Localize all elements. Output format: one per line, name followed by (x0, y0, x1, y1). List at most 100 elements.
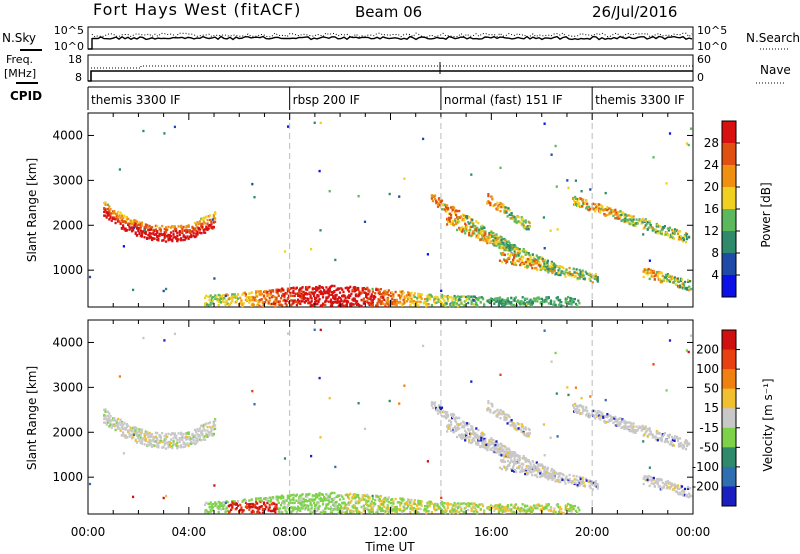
power-cell (151, 238, 154, 242)
power-cell (119, 216, 122, 220)
velocity-cell (139, 429, 142, 433)
velocity-cell (602, 415, 605, 418)
power-cell (318, 290, 321, 294)
power-cell (594, 203, 597, 206)
power-cell (144, 225, 147, 228)
velocity-cell (268, 506, 271, 509)
velocity-cell (152, 444, 155, 447)
power-cell (268, 296, 271, 300)
power-cell (351, 298, 354, 301)
velocity-cell (127, 430, 130, 433)
power-cell (647, 226, 650, 229)
velocity-cell (204, 510, 207, 514)
velocity-cell (308, 508, 311, 511)
velocity-cell (514, 425, 517, 428)
velocity-cell (648, 427, 651, 430)
velocity-cell (167, 432, 170, 436)
power-cell (648, 222, 651, 225)
velocity-cell (575, 475, 578, 478)
power-cell (403, 177, 406, 180)
velocity-cell (544, 475, 547, 479)
power-cell (342, 290, 345, 294)
power-cell (567, 301, 570, 304)
velocity-cell (207, 431, 210, 434)
power-cell (209, 214, 212, 217)
velocity-cell (340, 505, 343, 508)
power-cell (589, 207, 592, 211)
velocity-cell (245, 505, 249, 509)
power-cell (240, 301, 243, 304)
velocity-cell (365, 499, 368, 502)
velocity-cell (522, 508, 525, 511)
power-cell (156, 234, 159, 238)
power-cell (410, 297, 413, 300)
power-cell (154, 224, 157, 228)
power-cell (688, 285, 691, 289)
power-cell (354, 294, 357, 298)
power-cell (283, 294, 286, 297)
power-cell (132, 219, 135, 223)
power-cell (489, 298, 492, 301)
velocity-cell (173, 432, 176, 436)
power-cell (475, 220, 478, 223)
velocity-cell (516, 454, 519, 457)
velocity-cell (472, 510, 475, 513)
velocity-cell (148, 431, 151, 435)
power-cell (129, 219, 132, 222)
velocity-cell (541, 473, 544, 476)
power-cell (304, 288, 308, 291)
velocity-cell (532, 470, 535, 473)
velocity-cell (274, 509, 277, 512)
power-cell (161, 224, 164, 228)
velocity-cell (207, 422, 210, 425)
velocity-cell (504, 413, 507, 416)
velocity-cell (109, 422, 112, 425)
power-cell (650, 275, 653, 278)
power-cell (500, 299, 503, 302)
power-cell (239, 296, 242, 300)
power-cell (566, 179, 569, 182)
velocity-cell (549, 509, 553, 512)
power-cell (500, 247, 503, 250)
power-cell (668, 280, 671, 283)
power-cell (614, 213, 617, 216)
velocity-cell (446, 501, 449, 505)
power-cell (105, 216, 108, 219)
velocity-cell (214, 504, 217, 507)
velocity-cell (433, 404, 437, 407)
velocity-cell (185, 435, 188, 438)
power-cell (463, 219, 466, 222)
power-cell (429, 293, 432, 297)
velocity-cell (679, 442, 683, 445)
velocity-cell (514, 452, 517, 455)
velocity-cell (106, 421, 110, 424)
velocity-cell (251, 505, 254, 509)
power-cell (144, 223, 147, 226)
velocity-cell (509, 461, 512, 465)
velocity-cell (222, 507, 225, 510)
velocity-cell (547, 478, 550, 481)
power-cell (551, 271, 554, 275)
power-cell (147, 229, 150, 232)
velocity-cell (503, 511, 506, 514)
velocity-cell (463, 436, 466, 439)
power-cell (512, 217, 515, 221)
velocity-cell (316, 509, 319, 513)
velocity-cell (515, 462, 518, 465)
velocity-cell (236, 500, 240, 503)
velocity-cell (567, 481, 570, 484)
power-cell (480, 229, 483, 233)
power-cell (135, 227, 139, 230)
velocity-cell (676, 437, 680, 440)
power-cell (123, 215, 126, 218)
velocity-cell (125, 436, 128, 439)
power-cell (206, 303, 209, 306)
velocity-cell (471, 440, 474, 444)
power-cell (662, 278, 665, 281)
velocity-cell (622, 419, 625, 422)
power-cell (614, 208, 617, 212)
velocity-cell (173, 442, 176, 446)
power-cell (569, 302, 572, 305)
power-cell (687, 143, 690, 147)
velocity-cell (504, 451, 507, 454)
